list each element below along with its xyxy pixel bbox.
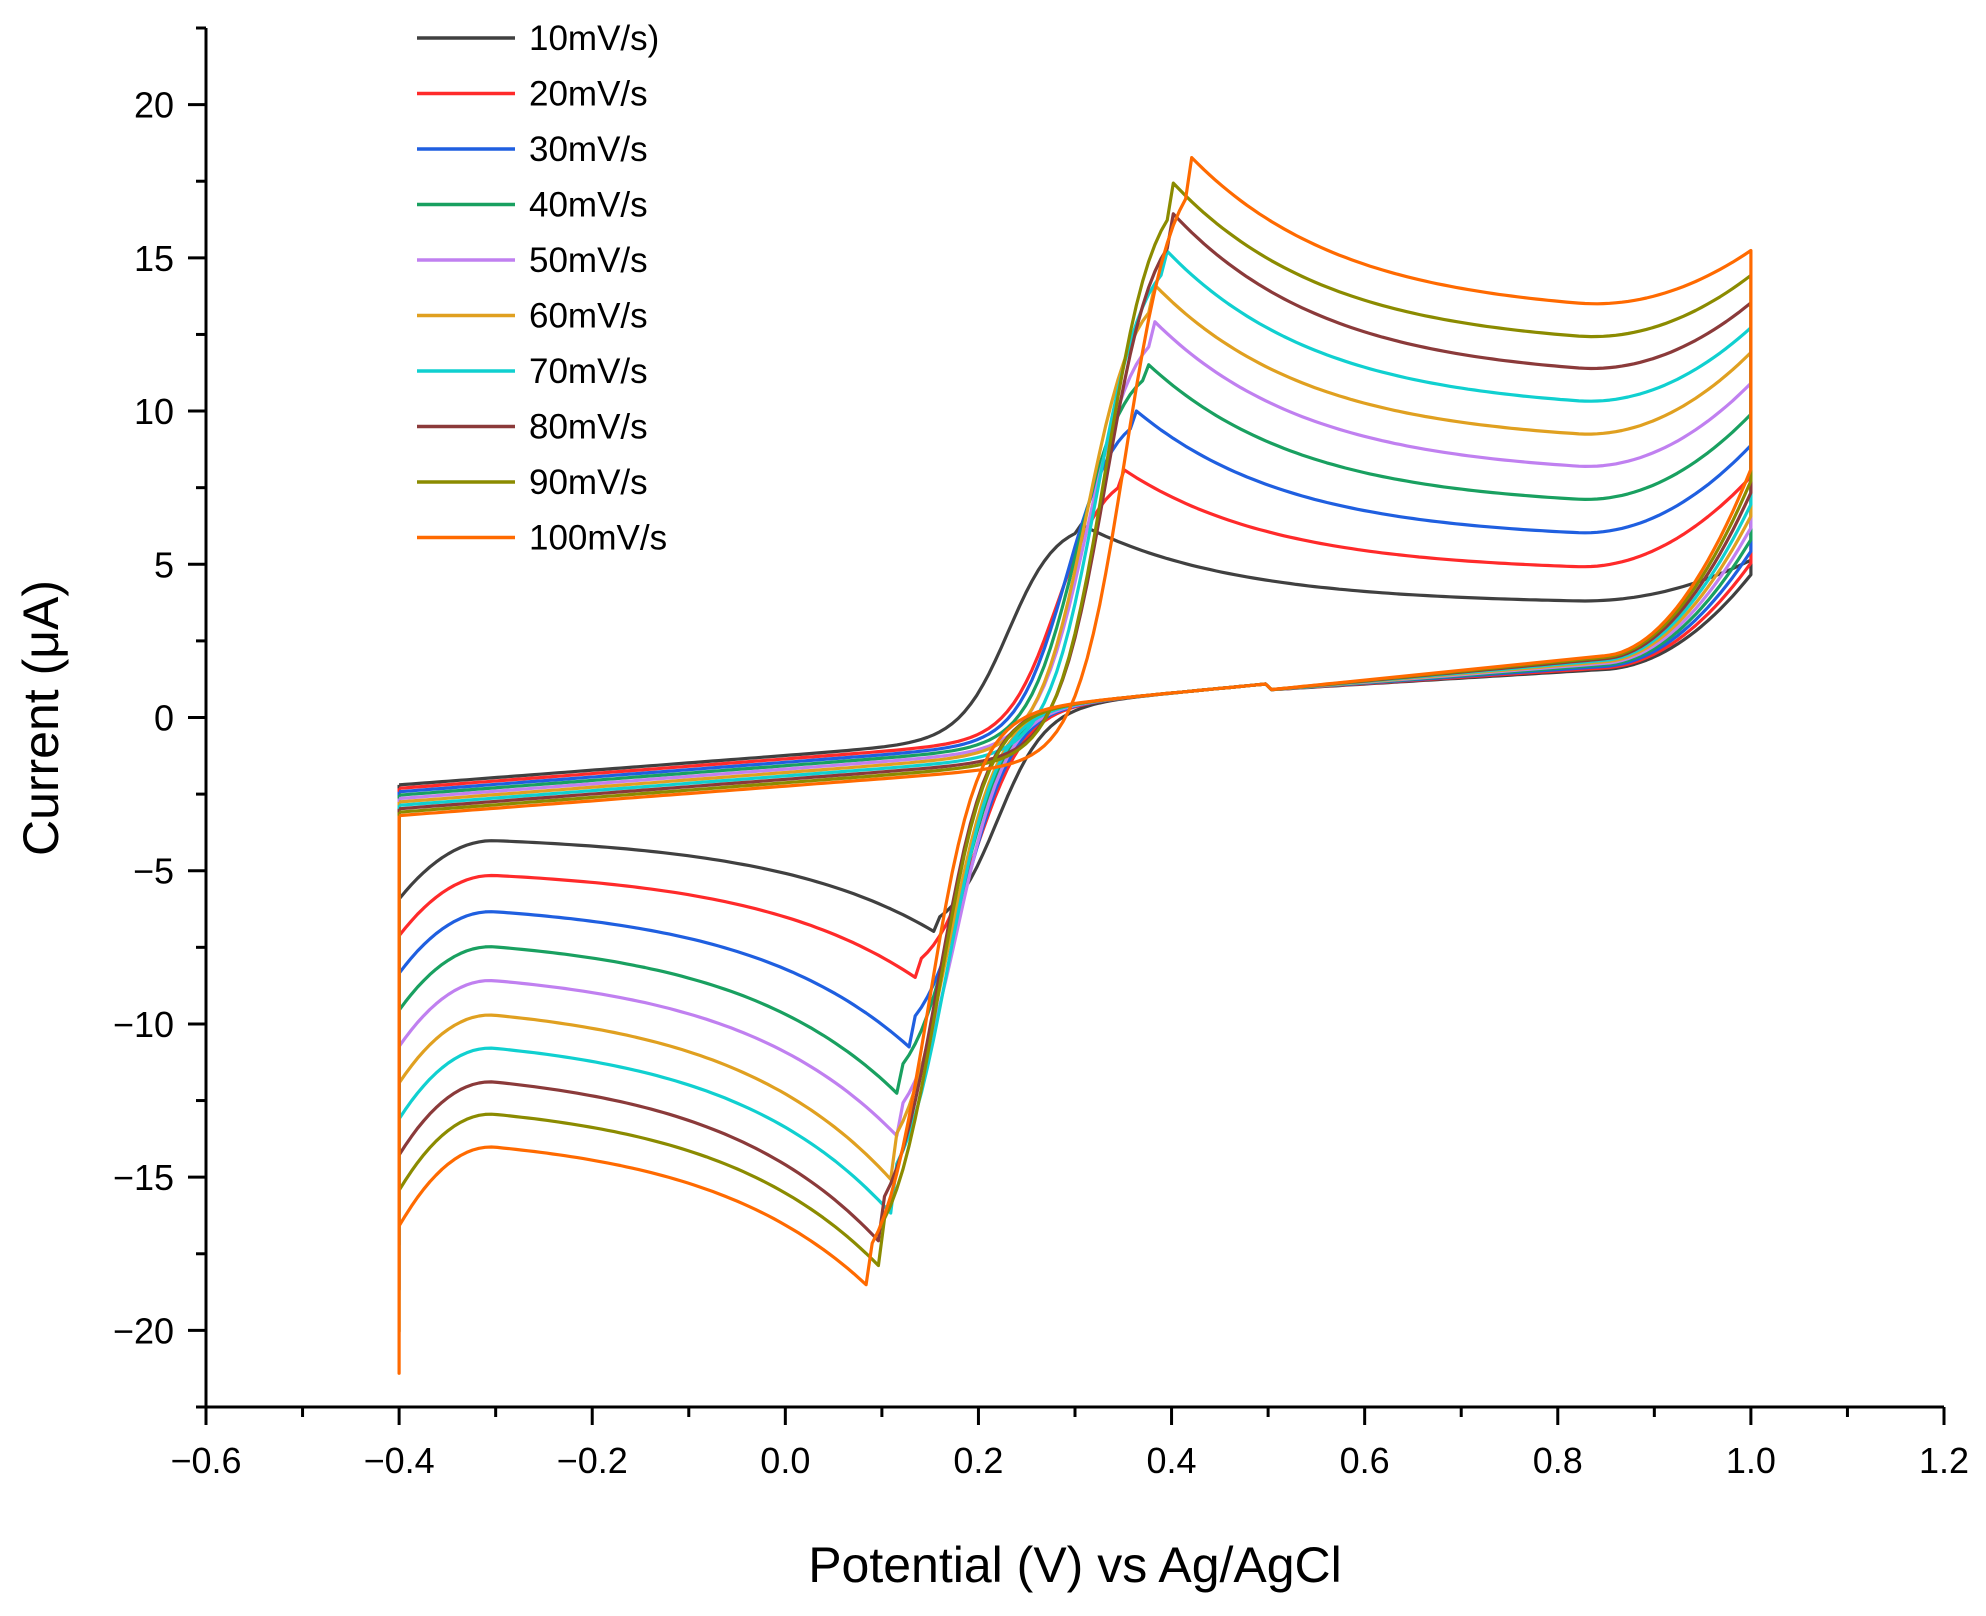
x-tick-label: −0.2 bbox=[557, 1440, 628, 1481]
x-tick-label: −0.4 bbox=[364, 1440, 435, 1481]
x-tick-label: 0.4 bbox=[1147, 1440, 1197, 1481]
cv-curve-60mVs bbox=[397, 283, 1753, 1202]
cv-curve-40mVs bbox=[397, 363, 1753, 1096]
tick-marks bbox=[188, 26, 1946, 1425]
x-axis-title: Potential (V) vs Ag/AgCl bbox=[808, 1537, 1342, 1593]
y-tick-label: −20 bbox=[113, 1310, 174, 1351]
y-tick-label: −5 bbox=[133, 851, 174, 892]
legend: 10mV/s) 20mV/s 30mV/s 40mV/s 50mV/s 60mV/s 70m… bbox=[417, 19, 667, 558]
tick-labels: −0.6 −0.4 −0.2 0.0 0.2 0.4 0.6 0.8 1.0 1.2 −20 −15 −… bbox=[113, 85, 1969, 1481]
cv-curve-80mVs bbox=[397, 212, 1753, 1292]
cv-curves bbox=[397, 156, 1753, 1375]
x-tick-label: 1.0 bbox=[1726, 1440, 1776, 1481]
legend-label: 80mV/s bbox=[529, 408, 648, 447]
x-tick-label: 1.2 bbox=[1919, 1440, 1969, 1481]
legend-label: 90mV/s bbox=[529, 463, 648, 502]
y-tick-label: 15 bbox=[134, 238, 174, 279]
axes bbox=[204, 28, 1944, 1409]
cv-curve-70mVs bbox=[397, 249, 1753, 1247]
x-tick-label: 0.8 bbox=[1533, 1440, 1583, 1481]
cv-curve-20mVs bbox=[397, 468, 1753, 985]
legend-label: 30mV/s bbox=[529, 130, 648, 169]
legend-label: 60mV/s bbox=[529, 297, 648, 336]
y-tick-label: 5 bbox=[154, 544, 174, 585]
y-tick-label: 10 bbox=[134, 391, 174, 432]
y-tick-label: 0 bbox=[154, 698, 174, 739]
cv-curve-90mVs bbox=[397, 181, 1753, 1333]
cv-curve-50mVs bbox=[397, 320, 1753, 1151]
y-tick-label: −15 bbox=[113, 1157, 174, 1198]
x-tick-label: −0.6 bbox=[170, 1440, 241, 1481]
legend-label: 70mV/s bbox=[529, 352, 648, 391]
cv-curve-30mVs bbox=[397, 409, 1753, 1049]
legend-label: 40mV/s bbox=[529, 186, 648, 225]
y-axis-title: Current (μA) bbox=[13, 580, 69, 856]
legend-label: 10mV/s) bbox=[529, 19, 659, 58]
legend-label: 50mV/s bbox=[529, 241, 648, 280]
x-tick-label: 0.6 bbox=[1340, 1440, 1390, 1481]
legend-label: 100mV/s bbox=[529, 519, 667, 558]
y-tick-label: 20 bbox=[134, 85, 174, 126]
x-tick-label: 0.0 bbox=[760, 1440, 810, 1481]
y-tick-label: −10 bbox=[113, 1004, 174, 1045]
cv-curve-100mVs bbox=[397, 156, 1753, 1375]
legend-label: 20mV/s bbox=[529, 75, 648, 114]
x-tick-label: 0.2 bbox=[953, 1440, 1003, 1481]
cv-curve-10mVs bbox=[397, 523, 1753, 933]
